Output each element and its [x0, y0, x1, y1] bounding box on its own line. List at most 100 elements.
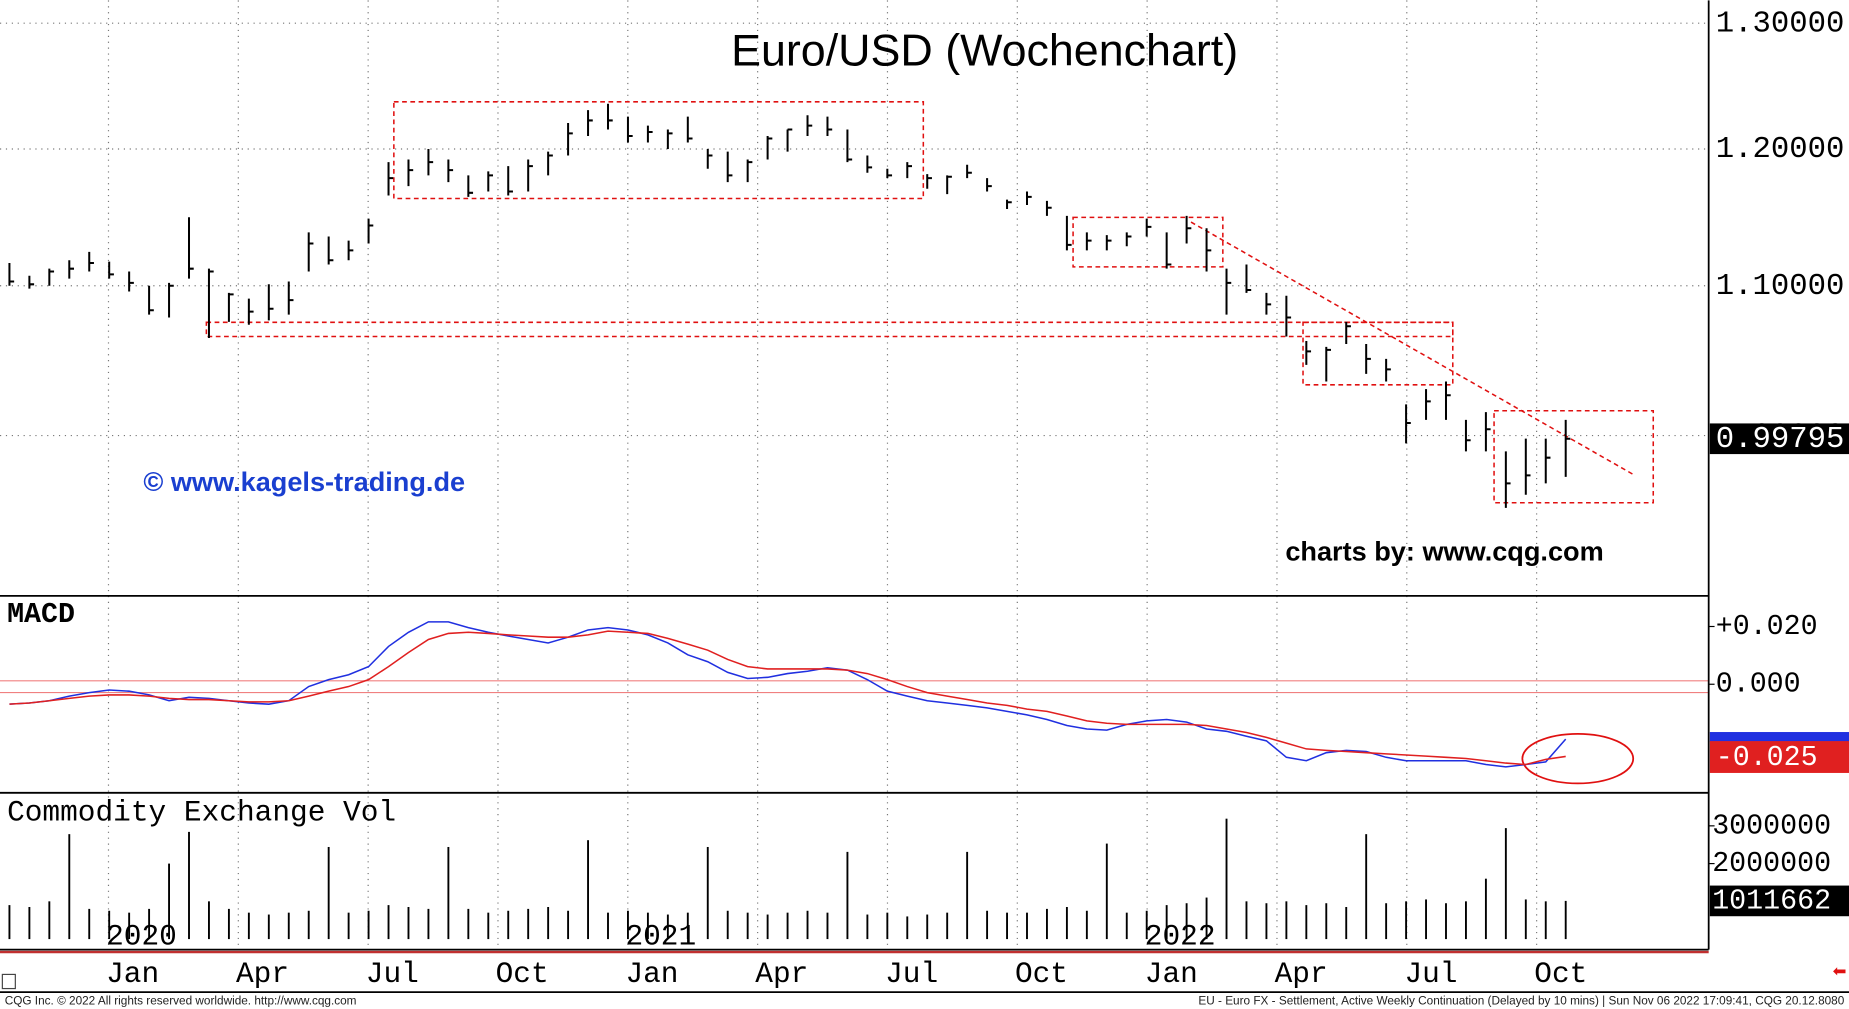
ohlc-bar: [1544, 438, 1551, 484]
x-tick-label: Apr: [236, 957, 289, 991]
ohlc-bar: [1105, 235, 1112, 251]
y-tick-label: 1.20000: [1716, 132, 1845, 167]
ohlc-bar: [1025, 191, 1032, 205]
ohlc-bar: [48, 268, 55, 286]
volume-bar: [1105, 843, 1108, 940]
volume-bar: [1365, 834, 1368, 940]
x-tick-label: Apr: [755, 957, 808, 991]
volume-bar: [646, 912, 649, 940]
volume-bar: [1245, 901, 1248, 940]
ohlc-bar: [1305, 340, 1312, 365]
grid-layer: [0, 0, 1709, 950]
range-box: [1072, 216, 1224, 268]
volume-bar: [28, 906, 31, 940]
volume-bar: [327, 846, 330, 940]
volume-bar: [1145, 910, 1148, 940]
y-tick-label: 1.10000: [1716, 269, 1845, 304]
volume-bar: [108, 910, 111, 940]
ohlc-bar: [1425, 389, 1431, 420]
ohlc-bar: [886, 168, 893, 179]
last-volume-label: 1011662: [1712, 885, 1831, 917]
last-volume-box: [1709, 885, 1849, 917]
ohlc-bar: [327, 236, 334, 265]
y-tick-label: +0.020: [1716, 611, 1818, 643]
ohlc-bar: [1165, 232, 1172, 269]
x-tick-label: Oct: [1015, 957, 1068, 991]
icon: [1, 973, 16, 990]
volume-label: Commodity Exchange Vol: [7, 796, 396, 830]
volume-bar: [946, 912, 949, 940]
watermark: © www.kagels-trading.de: [143, 466, 465, 497]
ohlc-bar: [646, 125, 653, 143]
ohlc-bar: [367, 218, 374, 244]
ohlc-bar: [1564, 419, 1571, 477]
ohlc-bar: [447, 159, 454, 183]
ohlc-bar: [826, 116, 833, 136]
volume-bar: [1504, 828, 1507, 940]
volume-bar: [467, 908, 470, 940]
macd-label: MACD: [7, 599, 75, 631]
ohlc-bar: [806, 115, 813, 136]
ohlc-bar: [1125, 232, 1132, 247]
volume-bar: [986, 910, 989, 940]
volume-bar: [826, 912, 829, 940]
ohlc-bar: [8, 263, 15, 286]
volume-bar: [786, 912, 789, 940]
volume-bar: [906, 916, 909, 940]
ohlc-bar: [188, 217, 194, 279]
ohlc-bar: [1285, 295, 1292, 337]
ohlc-bar: [966, 164, 972, 179]
volume-bar: [886, 912, 889, 940]
volume-bar: [168, 863, 170, 940]
volume-bar: [806, 910, 809, 940]
ohlc-bar: [1464, 419, 1471, 452]
ohlc-bar: [407, 159, 414, 187]
volume-bar: [447, 846, 450, 940]
volume-bar: [307, 910, 310, 940]
x-tick-label: Oct: [1534, 957, 1587, 991]
ohlc-bar: [1245, 264, 1252, 293]
ohlc-bar: [1444, 381, 1451, 420]
ohlc-bar: [726, 151, 733, 183]
ohlc-bar: [626, 116, 633, 143]
ohlc-bar: [28, 275, 35, 289]
ohlc-bar: [587, 110, 593, 136]
volume-bar: [347, 912, 350, 940]
volume-bar: [1026, 912, 1028, 940]
volume-bar: [846, 851, 849, 940]
chart-title: Euro/USD (Wochenchart): [731, 25, 1238, 75]
ohlc-bar: [1065, 215, 1072, 251]
x-tick-label: Jul: [885, 957, 938, 991]
x-tick-label: Jul: [1404, 957, 1457, 991]
volume-bar: [1445, 903, 1447, 940]
ohlc-bar: [1365, 343, 1371, 374]
volume-bar: [1564, 900, 1567, 940]
ohlc-bar: [227, 292, 234, 322]
ohlc-bar: [108, 261, 114, 279]
ohlc-bar: [666, 129, 673, 149]
volume-bar: [48, 901, 51, 940]
ohlc-bar: [307, 232, 314, 272]
ohlc-bar: [527, 159, 533, 192]
volume-bar: [866, 914, 869, 940]
volume-bar: [706, 846, 709, 940]
volume-bar: [726, 910, 729, 940]
volume-bar: [507, 910, 510, 940]
volume-bar: [1225, 818, 1228, 940]
trend-line: [1190, 221, 1634, 476]
volume-bar: [1484, 878, 1487, 940]
volume-bar: [686, 912, 689, 940]
volume-bar: [487, 912, 490, 940]
ohlc-bar: [1006, 199, 1012, 210]
scroll-arrow[interactable]: ⬅: [1833, 962, 1847, 980]
volume-bar: [1345, 906, 1348, 940]
macd-line: [9, 621, 1567, 768]
volume-bar: [766, 914, 769, 940]
volume-bar: [1205, 897, 1208, 940]
x-tick-label: Jan: [106, 957, 159, 991]
x-tick-label: Apr: [1275, 957, 1328, 991]
ohlc-bar: [88, 251, 94, 272]
volume-bar: [188, 831, 190, 940]
